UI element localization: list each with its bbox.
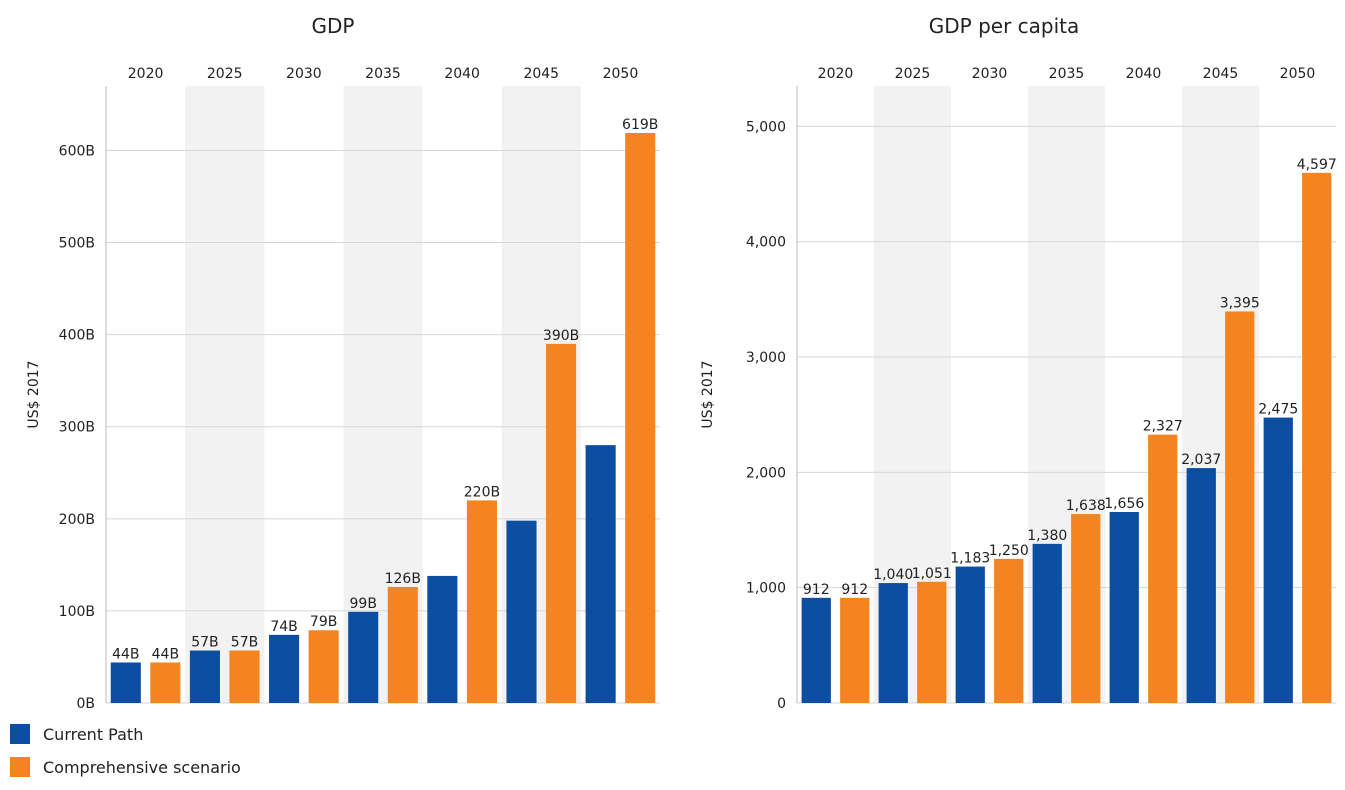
legend-item-current-path: Current Path <box>10 724 241 744</box>
x-tick-label: 2030 <box>972 66 1008 82</box>
bar-comprehensive <box>994 558 1024 703</box>
column-band <box>185 86 265 703</box>
data-label-current-path: 1,380 <box>1027 528 1067 544</box>
x-tick-label: 2025 <box>207 66 243 82</box>
y-axis-label: US$ 2017 <box>26 360 42 428</box>
bar-comprehensive <box>546 343 577 703</box>
bar-current-path <box>189 650 220 703</box>
bar-comprehensive <box>625 132 656 703</box>
data-label-current-path: 1,656 <box>1104 496 1144 512</box>
y-tick-label: 600B <box>59 143 95 159</box>
data-label-current-path: 1,183 <box>950 551 990 567</box>
data-label-current-path: 74B <box>270 619 297 635</box>
bar-comprehensive <box>229 650 260 703</box>
data-label-comprehensive: 44B <box>152 646 179 662</box>
y-tick-label: 100B <box>59 604 95 620</box>
x-tick-label: 2025 <box>895 66 931 82</box>
bar-current-path <box>427 575 458 703</box>
data-label-current-path: 57B <box>191 635 218 651</box>
x-tick-label: 2020 <box>818 66 854 82</box>
bar-current-path <box>269 634 300 703</box>
x-tick-label: 2050 <box>603 66 639 82</box>
bar-comprehensive <box>387 586 418 703</box>
bar-comprehensive <box>150 662 181 703</box>
legend-swatch-comprehensive-scenario <box>10 757 30 777</box>
y-tick-label: 1,000 <box>746 581 786 597</box>
y-tick-label: 0B <box>76 696 95 712</box>
x-tick-label: 2035 <box>365 66 401 82</box>
y-tick-label: 500B <box>59 236 95 252</box>
x-tick-label: 2020 <box>128 66 164 82</box>
legend-swatch-current-path <box>10 724 30 744</box>
y-axis-label: US$ 2017 <box>700 360 716 428</box>
x-tick-label: 2045 <box>1203 66 1239 82</box>
bar-comprehensive <box>466 500 497 703</box>
bar-comprehensive <box>1302 172 1332 703</box>
y-tick-label: 0 <box>777 696 786 712</box>
x-tick-label: 2040 <box>1126 66 1162 82</box>
data-label-current-path: 44B <box>112 646 139 662</box>
data-label-comprehensive: 126B <box>385 571 421 587</box>
y-tick-label: 200B <box>59 512 95 528</box>
chart-title: GDP per capita <box>929 14 1080 38</box>
data-label-current-path: 912 <box>803 582 830 598</box>
bar-comprehensive <box>1148 434 1178 703</box>
y-tick-label: 3,000 <box>746 350 786 366</box>
y-tick-label: 400B <box>59 328 95 344</box>
y-tick-label: 300B <box>59 420 95 436</box>
x-tick-label: 2030 <box>286 66 322 82</box>
data-label-comprehensive: 1,638 <box>1066 498 1106 514</box>
bar-current-path <box>878 583 908 703</box>
data-label-comprehensive: 4,597 <box>1297 157 1337 173</box>
x-tick-label: 2035 <box>1049 66 1085 82</box>
bar-current-path <box>1109 512 1139 703</box>
x-tick-label: 2050 <box>1280 66 1316 82</box>
bar-current-path <box>801 597 831 703</box>
bar-comprehensive <box>840 597 870 703</box>
data-label-comprehensive: 79B <box>310 614 337 630</box>
y-tick-label: 2,000 <box>746 465 786 481</box>
data-label-comprehensive: 912 <box>841 582 868 598</box>
data-label-current-path: 1,040 <box>873 567 913 583</box>
x-tick-label: 2045 <box>523 66 559 82</box>
bar-current-path <box>348 611 379 703</box>
data-label-current-path: 2,475 <box>1258 402 1298 418</box>
bar-comprehensive <box>917 581 947 703</box>
legend-label-current-path: Current Path <box>43 724 144 744</box>
bar-current-path <box>1186 468 1216 703</box>
data-label-comprehensive: 1,051 <box>912 566 952 582</box>
data-label-comprehensive: 619B <box>622 117 658 133</box>
bar-comprehensive <box>308 630 339 703</box>
x-tick-label: 2040 <box>444 66 480 82</box>
chart-gdp: 0B 100B 200B 300B 400B 500B 600B 44B 57B 74B 99B 44… <box>26 14 660 712</box>
bar-current-path <box>1032 543 1062 703</box>
bar-comprehensive <box>1225 311 1255 703</box>
bar-current-path <box>506 520 537 703</box>
bar-current-path <box>1263 417 1293 703</box>
data-label-comprehensive: 57B <box>231 635 258 651</box>
y-tick-label: 4,000 <box>746 235 786 251</box>
bar-current-path <box>585 445 616 703</box>
bar-comprehensive <box>1071 514 1101 703</box>
chart-gdp-per-capita: 01,0002,0003,0004,0005,0009121,0401,1831… <box>700 14 1337 712</box>
data-label-comprehensive: 390B <box>543 328 579 344</box>
data-label-comprehensive: 220B <box>464 484 500 500</box>
data-label-current-path: 2,037 <box>1181 452 1221 468</box>
legend-item-comprehensive-scenario: Comprehensive scenario <box>10 757 241 777</box>
y-tick-label: 5,000 <box>746 119 786 135</box>
data-label-comprehensive: 1,250 <box>989 543 1029 559</box>
legend-label-comprehensive-scenario: Comprehensive scenario <box>43 757 241 777</box>
data-label-current-path: 99B <box>350 596 377 612</box>
data-label-comprehensive: 2,327 <box>1143 419 1183 435</box>
bar-current-path <box>955 566 985 703</box>
legend: Current Path Comprehensive scenario <box>10 724 241 790</box>
data-label-comprehensive: 3,395 <box>1220 295 1260 311</box>
chart-title: GDP <box>312 14 355 38</box>
bar-current-path <box>110 662 141 703</box>
